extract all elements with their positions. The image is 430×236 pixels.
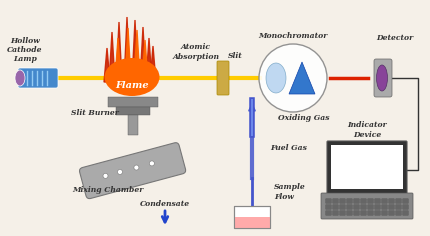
Text: Detector: Detector <box>376 34 414 42</box>
Polygon shape <box>134 30 140 80</box>
FancyBboxPatch shape <box>354 205 359 209</box>
Text: Condensate: Condensate <box>140 200 190 208</box>
Ellipse shape <box>15 70 25 86</box>
FancyBboxPatch shape <box>347 205 352 209</box>
FancyBboxPatch shape <box>368 199 373 203</box>
Polygon shape <box>115 38 121 80</box>
Polygon shape <box>104 48 110 82</box>
FancyBboxPatch shape <box>333 211 338 215</box>
Polygon shape <box>124 17 130 82</box>
Circle shape <box>103 173 108 178</box>
FancyBboxPatch shape <box>326 199 331 203</box>
FancyBboxPatch shape <box>389 205 394 209</box>
Text: Slit: Slit <box>227 52 243 60</box>
FancyBboxPatch shape <box>354 199 359 203</box>
Text: Fuel Gas: Fuel Gas <box>270 144 307 152</box>
FancyBboxPatch shape <box>340 205 345 209</box>
Text: Indicator
Device: Indicator Device <box>347 121 387 139</box>
Text: Mixing Chamber: Mixing Chamber <box>72 186 144 194</box>
FancyBboxPatch shape <box>361 211 366 215</box>
FancyBboxPatch shape <box>375 199 380 203</box>
FancyBboxPatch shape <box>403 205 408 209</box>
Polygon shape <box>125 28 131 80</box>
FancyBboxPatch shape <box>331 145 403 189</box>
FancyBboxPatch shape <box>80 143 186 199</box>
FancyBboxPatch shape <box>326 205 331 209</box>
FancyBboxPatch shape <box>375 205 380 209</box>
Polygon shape <box>142 40 148 80</box>
FancyBboxPatch shape <box>382 199 387 203</box>
FancyBboxPatch shape <box>361 205 366 209</box>
FancyBboxPatch shape <box>361 199 366 203</box>
FancyBboxPatch shape <box>321 193 413 219</box>
Polygon shape <box>132 20 138 82</box>
FancyBboxPatch shape <box>382 211 387 215</box>
FancyBboxPatch shape <box>128 115 138 135</box>
FancyBboxPatch shape <box>403 199 408 203</box>
Circle shape <box>149 161 154 166</box>
FancyBboxPatch shape <box>234 206 270 228</box>
FancyBboxPatch shape <box>347 199 352 203</box>
FancyBboxPatch shape <box>18 68 58 88</box>
Text: Oxiding Gas: Oxiding Gas <box>278 114 329 122</box>
Circle shape <box>259 44 327 112</box>
Text: Atomic
Absorption: Atomic Absorption <box>172 43 219 61</box>
FancyBboxPatch shape <box>326 211 331 215</box>
FancyBboxPatch shape <box>403 211 408 215</box>
FancyBboxPatch shape <box>375 211 380 215</box>
FancyBboxPatch shape <box>396 205 401 209</box>
Polygon shape <box>150 46 156 82</box>
FancyBboxPatch shape <box>333 205 338 209</box>
FancyBboxPatch shape <box>389 211 394 215</box>
Ellipse shape <box>377 65 387 91</box>
FancyBboxPatch shape <box>116 107 150 115</box>
FancyBboxPatch shape <box>354 211 359 215</box>
FancyBboxPatch shape <box>382 205 387 209</box>
Ellipse shape <box>104 58 160 96</box>
FancyBboxPatch shape <box>396 211 401 215</box>
Text: Hollow
Cathode
Lamp: Hollow Cathode Lamp <box>7 37 43 63</box>
FancyBboxPatch shape <box>340 211 345 215</box>
Polygon shape <box>116 22 122 82</box>
FancyBboxPatch shape <box>389 199 394 203</box>
Ellipse shape <box>266 63 286 93</box>
FancyBboxPatch shape <box>374 59 392 97</box>
Polygon shape <box>109 32 115 82</box>
Text: Sample
Flow: Sample Flow <box>274 183 306 201</box>
FancyBboxPatch shape <box>340 199 345 203</box>
FancyBboxPatch shape <box>234 217 270 228</box>
FancyBboxPatch shape <box>347 211 352 215</box>
Polygon shape <box>289 62 315 94</box>
FancyBboxPatch shape <box>333 199 338 203</box>
Text: Flame: Flame <box>115 80 149 89</box>
Circle shape <box>117 169 123 174</box>
FancyBboxPatch shape <box>217 61 229 95</box>
Text: Monochromator: Monochromator <box>258 32 328 40</box>
FancyBboxPatch shape <box>108 97 158 107</box>
Polygon shape <box>140 27 146 82</box>
FancyBboxPatch shape <box>396 199 401 203</box>
Text: Slit Burner: Slit Burner <box>71 109 119 117</box>
FancyBboxPatch shape <box>368 205 373 209</box>
Circle shape <box>134 165 139 170</box>
FancyBboxPatch shape <box>327 141 407 195</box>
Polygon shape <box>146 38 152 82</box>
FancyBboxPatch shape <box>368 211 373 215</box>
